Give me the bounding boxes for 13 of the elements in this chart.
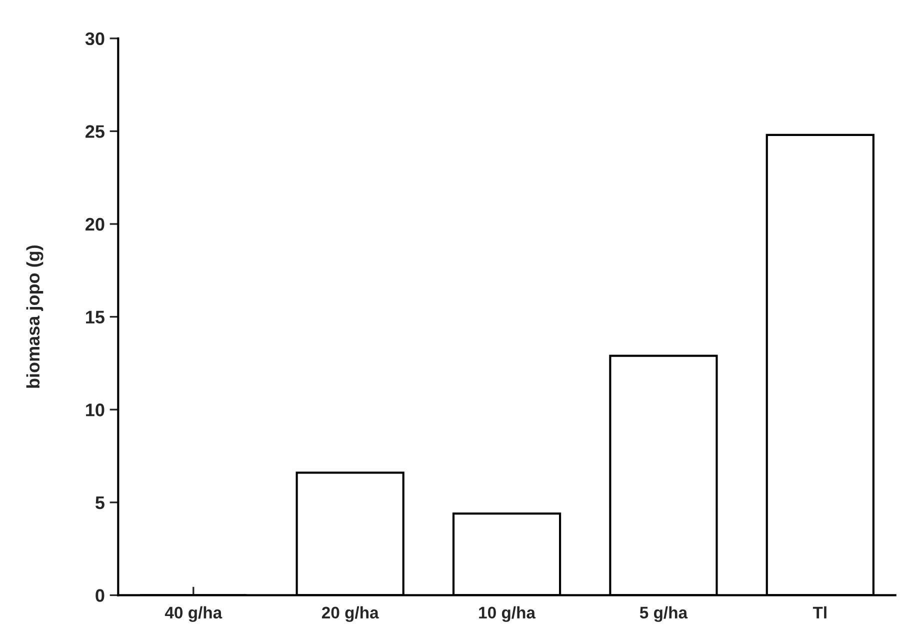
y-tick-label: 30	[85, 32, 104, 46]
y-tick-label: 25	[86, 125, 104, 138]
y-tick-label: 20	[86, 218, 104, 231]
y-tick-label: 0	[96, 589, 104, 602]
y-tick-label: 5	[95, 496, 104, 510]
x-tick-label: 5 g/ha	[640, 606, 688, 622]
y-tick-label: 10	[86, 404, 104, 416]
x-tick-label: 20 g/ha	[322, 606, 379, 622]
y-axis-title: biomasa jopo (g)	[26, 245, 44, 388]
x-tick-label: Tl	[812, 606, 826, 618]
y-tick-label: 15	[86, 310, 104, 324]
x-tick-label: 40 g/ha	[164, 606, 222, 622]
x-tick-label: 10 g/ha	[479, 606, 536, 622]
